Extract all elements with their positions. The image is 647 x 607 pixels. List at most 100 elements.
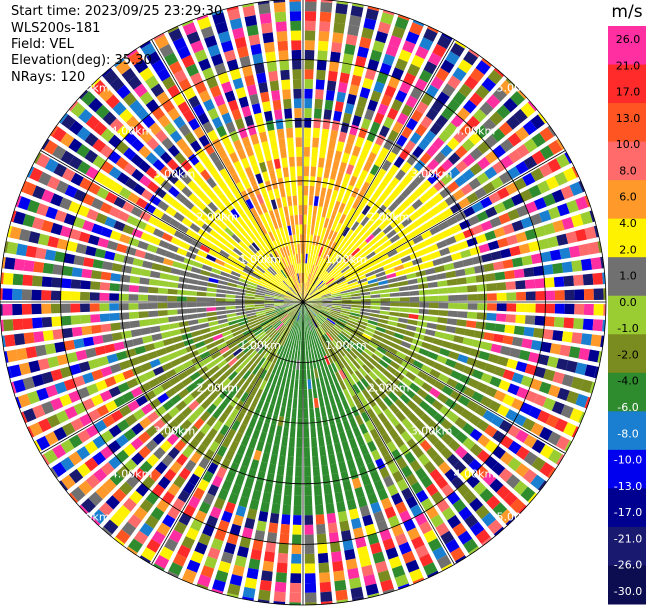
velocity-gate: [305, 253, 308, 264]
velocity-gate: [500, 345, 512, 356]
velocity-gate: [523, 267, 535, 278]
velocity-gate: [452, 499, 467, 513]
velocity-gate: [248, 438, 258, 450]
velocity-gate: [262, 101, 272, 112]
velocity-gate: [391, 492, 403, 506]
velocity-gate: [249, 93, 260, 105]
velocity-gate: [320, 290, 331, 295]
velocity-gate: [323, 425, 331, 436]
velocity-gate: [27, 426, 35, 438]
velocity-gate: [242, 586, 256, 599]
velocity-gate: [259, 369, 268, 380]
velocity-gate: [257, 316, 268, 322]
velocity-gate: [515, 361, 528, 373]
velocity-gate: [108, 166, 122, 180]
velocity-gate: [141, 547, 156, 562]
velocity-gate: [269, 281, 279, 288]
velocity-gate: [292, 69, 302, 80]
velocity-gate: [386, 229, 397, 239]
velocity-gate: [303, 311, 305, 322]
velocity-gate: [265, 269, 274, 278]
velocity-gate: [276, 197, 283, 209]
velocity-gate: [259, 224, 268, 235]
velocity-gate: [419, 400, 431, 412]
velocity-gate: [544, 316, 555, 327]
velocity-gate: [366, 251, 376, 260]
velocity-gate: [283, 327, 290, 337]
velocity-gate: [338, 131, 347, 143]
velocity-gate: [109, 512, 125, 527]
velocity-gate: [248, 336, 258, 345]
velocity-gate: [407, 180, 419, 192]
velocity-gate: [409, 211, 421, 222]
velocity-gate: [475, 60, 491, 75]
velocity-gate: [440, 173, 453, 186]
velocity-gate: [356, 274, 367, 281]
velocity-gate: [238, 278, 249, 284]
velocity-gate: [238, 227, 248, 237]
velocity-gate: [207, 164, 218, 176]
velocity-gate: [113, 253, 125, 263]
velocity-gate: [352, 198, 361, 210]
velocity-gate: [203, 337, 215, 345]
velocity-gate: [368, 371, 378, 381]
velocity-gate: [287, 446, 295, 457]
velocity-gate: [309, 408, 315, 419]
velocity-gate: [293, 299, 303, 302]
velocity-gate: [245, 447, 254, 459]
velocity-gate: [297, 311, 301, 321]
velocity-gate: [290, 275, 295, 285]
velocity-gate: [421, 230, 433, 240]
velocity-gate: [289, 287, 297, 296]
velocity-gate: [145, 439, 158, 452]
velocity-gate: [362, 333, 372, 341]
velocity-gate: [264, 306, 275, 310]
velocity-gate: [469, 162, 483, 176]
velocity-gate: [292, 515, 302, 525]
velocity-gate: [584, 195, 591, 208]
velocity-gate: [256, 226, 264, 237]
velocity-gate: [304, 69, 314, 80]
velocity-gate: [284, 296, 294, 300]
velocity-gate: [349, 284, 360, 290]
velocity-gate: [167, 570, 179, 578]
velocity-gate: [227, 8, 241, 21]
velocity-gate: [88, 97, 103, 113]
velocity-gate: [93, 121, 108, 136]
velocity-gate: [244, 15, 258, 27]
velocity-gate: [507, 457, 522, 472]
velocity-gate: [241, 136, 251, 148]
velocity-gate: [552, 262, 564, 274]
velocity-gate: [438, 302, 449, 309]
velocity-gate: [509, 347, 521, 359]
velocity-gate: [405, 559, 420, 573]
velocity-gate: [198, 134, 210, 147]
velocity-gate: [393, 264, 405, 272]
velocity-gate: [499, 509, 515, 524]
velocity-gate: [439, 347, 451, 357]
velocity-gate: [177, 101, 191, 115]
velocity-gate: [409, 22, 424, 36]
velocity-gate: [432, 454, 445, 467]
velocity-gate: [206, 311, 217, 317]
velocity-gate: [406, 324, 417, 332]
velocity-gate: [79, 504, 89, 515]
velocity-gate: [455, 40, 467, 49]
velocity-gate: [355, 414, 364, 426]
velocity-gate: [342, 420, 351, 431]
velocity-gate: [297, 283, 301, 293]
velocity-gate: [185, 382, 197, 393]
velocity-gate: [333, 570, 345, 582]
velocity-gate: [235, 505, 247, 517]
velocity-gate: [274, 261, 282, 271]
velocity-gate: [223, 334, 234, 342]
velocity-gate: [417, 223, 429, 234]
velocity-gate: [262, 32, 274, 44]
velocity-gate: [78, 231, 91, 243]
velocity-gate: [138, 445, 152, 459]
velocity-gate: [283, 337, 289, 348]
velocity-gate: [337, 261, 346, 270]
velocity-gate: [589, 381, 596, 394]
velocity-gate: [216, 445, 228, 457]
velocity-gate: [323, 249, 329, 259]
